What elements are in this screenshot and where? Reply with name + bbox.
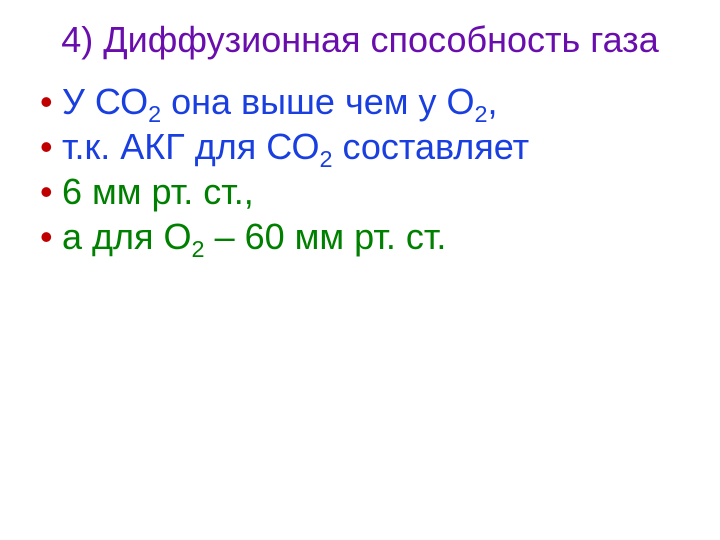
bullet-list: У СО2 она выше чем у О2, т.к. АКГ для СО… (36, 79, 684, 259)
text-segment: , (488, 81, 498, 122)
text-segment: она (161, 81, 241, 122)
text-segment: 6 мм рт. ст., (62, 171, 254, 212)
bullet-item: т.к. АКГ для СО2 составляет (40, 124, 684, 169)
bullet-item: а для О2 – 60 мм рт. ст. (40, 214, 684, 259)
text-segment: т.к. АКГ для СО (62, 126, 319, 167)
text-segment: – 60 мм рт. ст. (205, 216, 447, 257)
bullet-text: У СО2 она выше чем у О2, (62, 81, 498, 122)
bullet-item: 6 мм рт. ст., (40, 169, 684, 214)
text-segment: а для О (62, 216, 192, 257)
text-segment: У СО (62, 81, 148, 122)
bullet-text: а для О2 – 60 мм рт. ст. (62, 216, 446, 257)
bullet-item: У СО2 она выше чем у О2, (40, 79, 684, 124)
text-segment: выше чем у О (241, 81, 474, 122)
text-segment: составляет (332, 126, 529, 167)
subscript: 2 (192, 236, 205, 262)
slide-title: 4) Диффузионная способность газа (36, 18, 684, 61)
slide: 4) Диффузионная способность газа У СО2 о… (0, 0, 720, 540)
bullet-text: 6 мм рт. ст., (62, 171, 254, 212)
bullet-text: т.к. АКГ для СО2 составляет (62, 126, 529, 167)
